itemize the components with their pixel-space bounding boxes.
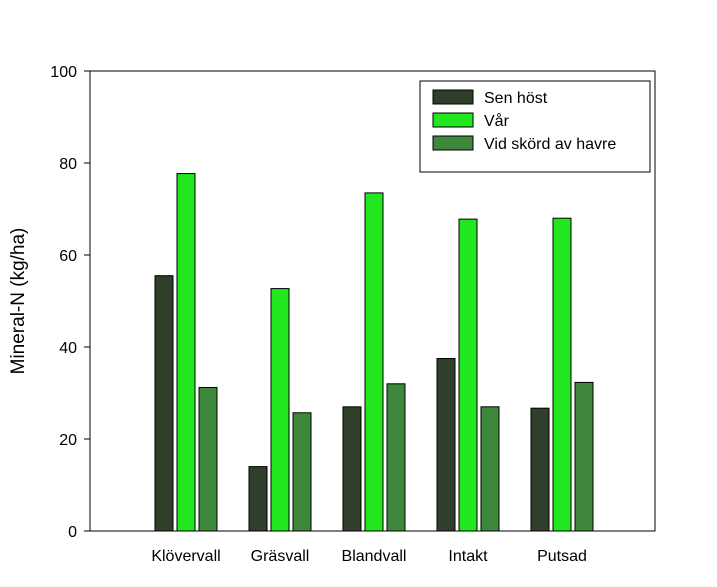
y-axis-label: Mineral-N (kg/ha) <box>8 228 29 375</box>
x-tick-label: Intakt <box>448 548 488 565</box>
bar-kl-vervall-series-1 <box>154 275 174 532</box>
legend-swatch <box>432 112 474 128</box>
legend-label: Vår <box>484 112 510 130</box>
bar-putsad-series-1 <box>530 407 550 532</box>
bar-blandvall-series-1 <box>342 406 362 532</box>
bar-kl-vervall-series-3 <box>198 386 218 532</box>
bar-putsad-series-2 <box>552 217 572 532</box>
x-tick-label: Klövervall <box>151 548 220 565</box>
bar-gr-svall-series-2 <box>270 288 290 532</box>
legend-swatch <box>432 89 474 105</box>
legend-label: Sen höst <box>484 90 548 107</box>
bar-gr-svall-series-1 <box>248 466 268 532</box>
y-tick-label: 40 <box>59 340 77 357</box>
legend: Sen höst Vår Vid skörd av havre <box>419 80 651 173</box>
bar-intakt-series-3 <box>480 406 500 532</box>
bars-layer <box>154 173 594 532</box>
y-tick-label: 0 <box>68 524 77 541</box>
x-tick-label: Putsad <box>537 548 587 565</box>
x-tick-label: Blandvall <box>342 548 407 565</box>
bar-blandvall-series-2 <box>364 192 384 532</box>
bar-gr-svall-series-3 <box>292 412 312 532</box>
bar-kl-vervall-series-2 <box>176 173 196 532</box>
bar-intakt-series-2 <box>458 218 478 532</box>
x-tick-label: Gräsvall <box>251 548 310 565</box>
bar-intakt-series-1 <box>436 358 456 532</box>
y-axis: 0 20 40 60 80 100 <box>50 64 90 541</box>
bar-blandvall-series-3 <box>386 383 406 532</box>
bar-putsad-series-3 <box>574 381 594 532</box>
y-tick-label: 20 <box>59 432 77 449</box>
y-tick-label: 100 <box>50 64 77 81</box>
y-tick-label: 60 <box>59 248 77 265</box>
x-axis: Klövervall Gräsvall Blandvall Intakt Putsad <box>151 548 587 565</box>
y-tick-label: 80 <box>59 156 77 173</box>
legend-swatch <box>432 135 474 151</box>
plot-frame <box>89 70 656 532</box>
legend-label: Vid skörd av havre <box>484 136 616 153</box>
